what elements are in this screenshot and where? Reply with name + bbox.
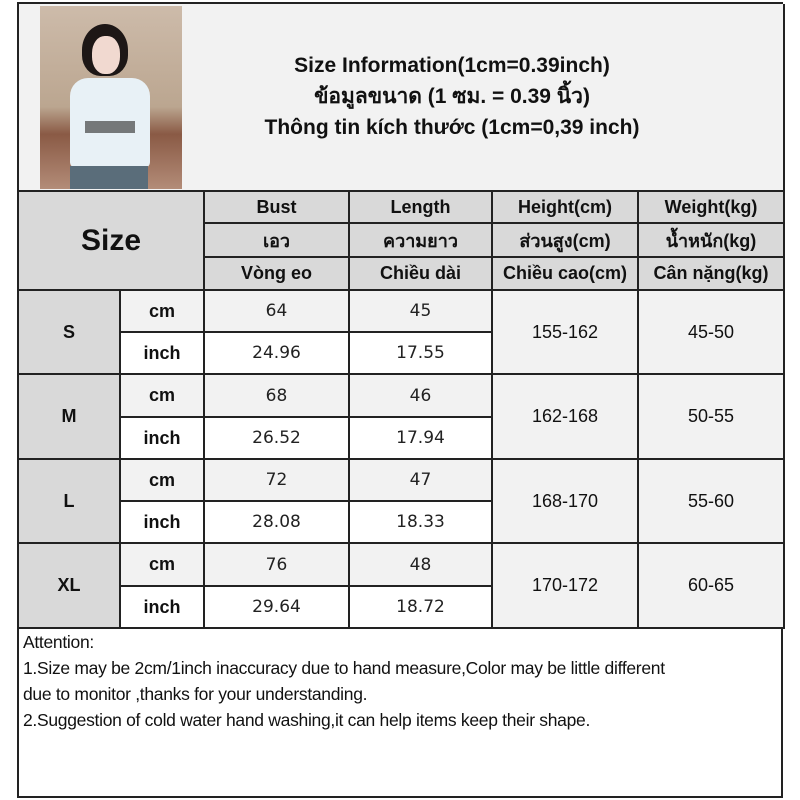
- l-weight: 55-60: [639, 460, 785, 544]
- m-height: 162-168: [493, 375, 639, 460]
- l-bust-cm: 72: [205, 460, 350, 502]
- col-height-th: ส่วนสูง(cm): [493, 224, 639, 258]
- xl-bust-cm: 76: [205, 544, 350, 587]
- title-english: Size Information(1cm=0.39inch): [294, 54, 610, 77]
- s-length-cm: 45: [350, 291, 493, 333]
- unit-inch: inch: [121, 587, 205, 629]
- attention-note-2: 2.Suggestion of cold water hand washing,…: [23, 710, 591, 730]
- size-label-l: L: [19, 460, 121, 544]
- attention-notes: Attention: 1.Size may be 2cm/1inch inacc…: [17, 627, 783, 798]
- title-vietnamese: Thông tin kích thước (1cm=0,39 inch): [264, 116, 640, 139]
- title-thai: ข้อมูลขนาด (1 ซม. = 0.39 นิ้ว): [314, 85, 590, 108]
- s-bust-cm: 64: [205, 291, 350, 333]
- col-length-vi: Chiều dài: [350, 258, 493, 291]
- l-height: 168-170: [493, 460, 639, 544]
- col-length-th: ความยาว: [350, 224, 493, 258]
- xl-weight: 60-65: [639, 544, 785, 629]
- xl-length-inch: 18.72: [350, 587, 493, 629]
- s-length-inch: 17.55: [350, 333, 493, 375]
- s-height: 155-162: [493, 291, 639, 375]
- col-length-en: Length: [350, 192, 493, 224]
- m-weight: 50-55: [639, 375, 785, 460]
- s-weight: 45-50: [639, 291, 785, 375]
- unit-inch: inch: [121, 418, 205, 460]
- col-weight-en: Weight(kg): [639, 192, 785, 224]
- attention-heading: Attention:: [23, 632, 94, 652]
- size-label-s: S: [19, 291, 121, 375]
- m-bust-inch: 26.52: [205, 418, 350, 460]
- attention-note-1: 1.Size may be 2cm/1inch inaccuracy due t…: [23, 658, 665, 678]
- col-weight-vi: Cân nặng(kg): [639, 258, 785, 291]
- l-length-cm: 47: [350, 460, 493, 502]
- product-photo: [40, 5, 182, 189]
- unit-cm: cm: [121, 544, 205, 587]
- l-bust-inch: 28.08: [205, 502, 350, 544]
- attention-note-1-cont: due to monitor ,thanks for your understa…: [23, 684, 368, 704]
- xl-bust-inch: 29.64: [205, 587, 350, 629]
- size-label-xl: XL: [19, 544, 121, 629]
- unit-inch: inch: [121, 333, 205, 375]
- col-height-en: Height(cm): [493, 192, 639, 224]
- col-bust-vi: Vòng eo: [205, 258, 350, 291]
- unit-cm: cm: [121, 460, 205, 502]
- unit-cm: cm: [121, 375, 205, 418]
- m-length-cm: 46: [350, 375, 493, 418]
- l-length-inch: 18.33: [350, 502, 493, 544]
- m-length-inch: 17.94: [350, 418, 493, 460]
- col-weight-th: น้ำหนัก(kg): [639, 224, 785, 258]
- xl-length-cm: 48: [350, 544, 493, 587]
- unit-cm: cm: [121, 291, 205, 333]
- col-bust-en: Bust: [205, 192, 350, 224]
- s-bust-inch: 24.96: [205, 333, 350, 375]
- col-bust-th: เอว: [205, 224, 350, 258]
- size-label-m: M: [19, 375, 121, 460]
- m-bust-cm: 68: [205, 375, 350, 418]
- unit-inch: inch: [121, 502, 205, 544]
- col-height-vi: Chiều cao(cm): [493, 258, 639, 291]
- size-header: Size: [19, 192, 205, 291]
- size-chart-table: Size Information(1cm=0.39inch) ข้อมูลขนา…: [17, 2, 785, 629]
- xl-height: 170-172: [493, 544, 639, 629]
- size-info-title: Size Information(1cm=0.39inch) ข้อมูลขนา…: [121, 4, 785, 192]
- product-photo-cell: [19, 4, 205, 192]
